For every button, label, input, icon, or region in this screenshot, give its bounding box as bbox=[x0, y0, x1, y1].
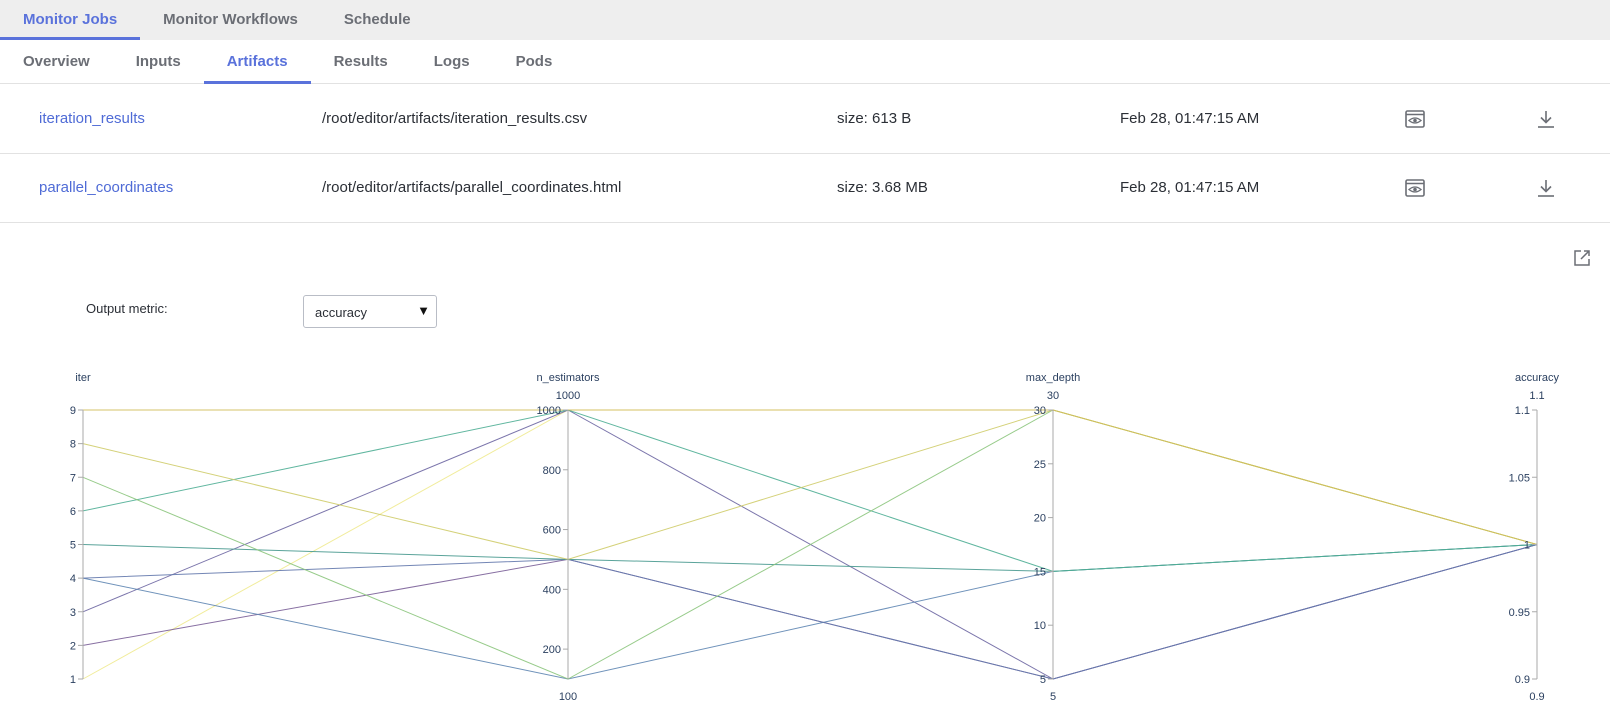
chart-tick-label: 8 bbox=[70, 439, 76, 451]
chart-axis-title: n_estimators bbox=[537, 372, 600, 384]
chart-tick-label: 20 bbox=[1034, 513, 1046, 525]
chart-series-line bbox=[82, 544, 1538, 680]
chart-series-line bbox=[82, 409, 1538, 572]
chart-axis-min-label: 100 bbox=[559, 691, 577, 703]
chevron-down-icon: ▼ bbox=[417, 303, 430, 318]
chart-series-line bbox=[82, 544, 1538, 680]
artifact-date: Feb 28, 01:47:15 AM bbox=[1120, 110, 1260, 127]
artifact-name-link[interactable]: parallel_coordinates bbox=[39, 179, 174, 196]
chart-tick-label: 30 bbox=[1034, 405, 1046, 417]
chart-tick-label: 800 bbox=[543, 465, 561, 477]
chart-tick-label: 200 bbox=[543, 644, 561, 656]
chart-axis-title: max_depth bbox=[1026, 372, 1080, 384]
top-tab-bar: Monitor Jobs Monitor Workflows Schedule bbox=[0, 0, 1610, 40]
chart-series-line bbox=[82, 409, 1538, 680]
tab-inputs[interactable]: Inputs bbox=[135, 53, 181, 70]
chart-axis-title: iter bbox=[75, 372, 91, 384]
output-metric-select[interactable]: accuracy ▼ bbox=[303, 295, 437, 328]
artifact-size: size: 613 B bbox=[837, 110, 912, 127]
tab-results[interactable]: Results bbox=[333, 53, 388, 70]
chart-tick-label: 15 bbox=[1034, 566, 1046, 578]
chart-tick-label: 1000 bbox=[537, 405, 561, 417]
chart-tick-label: 1 bbox=[70, 674, 76, 686]
output-metric-label: Output metric: bbox=[86, 301, 168, 316]
chart-tick-label: 1 bbox=[1524, 540, 1530, 552]
chart-tick-label: 0.9 bbox=[1515, 674, 1530, 686]
artifact-path: /root/editor/artifacts/iteration_results… bbox=[322, 110, 588, 127]
chart-axis-min-label: 0.9 bbox=[1529, 691, 1544, 703]
artifact-path: /root/editor/artifacts/parallel_coordina… bbox=[322, 179, 622, 196]
eye-icon[interactable] bbox=[1404, 109, 1426, 129]
chart-tick-label: 7 bbox=[70, 472, 76, 484]
chart-axis-max-label: 30 bbox=[1047, 390, 1059, 402]
download-icon[interactable] bbox=[1535, 178, 1557, 198]
chart-tick-label: 5 bbox=[70, 540, 76, 552]
tab-overview[interactable]: Overview bbox=[23, 53, 90, 70]
sub-tab-bar: Overview Inputs Artifacts Results Logs P… bbox=[0, 40, 1610, 84]
chart-series-line bbox=[82, 409, 1538, 560]
chart-series-line bbox=[82, 544, 1538, 680]
chart-axis-max-label: 1.1 bbox=[1529, 390, 1544, 402]
tab-schedule[interactable]: Schedule bbox=[343, 11, 411, 28]
chart-axis-min-label: 5 bbox=[1050, 691, 1056, 703]
artifact-row: parallel_coordinates /root/editor/artifa… bbox=[0, 154, 1610, 223]
chart-axis-title: accuracy bbox=[1515, 372, 1560, 384]
tab-monitor-jobs[interactable]: Monitor Jobs bbox=[0, 0, 141, 40]
artifact-size: size: 3.68 MB bbox=[837, 179, 928, 196]
chart-series-line bbox=[83, 409, 1538, 545]
chart-tick-label: 10 bbox=[1034, 620, 1046, 632]
chart-tick-label: 600 bbox=[543, 525, 561, 537]
chart-tick-label: 3 bbox=[70, 607, 76, 619]
chart-tick-label: 1.1 bbox=[1515, 405, 1530, 417]
eye-icon[interactable] bbox=[1404, 178, 1426, 198]
tab-logs[interactable]: Logs bbox=[433, 53, 470, 70]
artifact-date: Feb 28, 01:47:15 AM bbox=[1120, 179, 1260, 196]
chart-tick-label: 400 bbox=[543, 584, 561, 596]
external-link-icon[interactable] bbox=[1572, 248, 1592, 268]
chart-axis-max-label: 1000 bbox=[556, 390, 580, 402]
artifact-row: iteration_results /root/editor/artifacts… bbox=[0, 85, 1610, 154]
parallel-coordinates-chart: iter 1 2 3 4 5 6 7 8 9 n_estimators 1000 100 200 400 60… bbox=[70, 372, 1560, 703]
tab-monitor-workflows[interactable]: Monitor Workflows bbox=[163, 11, 298, 28]
chart-tick-label: 4 bbox=[70, 573, 76, 585]
artifact-name-link[interactable]: iteration_results bbox=[39, 110, 145, 127]
chart-tick-label: 0.95 bbox=[1509, 607, 1530, 619]
download-icon[interactable] bbox=[1535, 109, 1557, 129]
chart-tick-label: 5 bbox=[1040, 674, 1046, 686]
chart-tick-label: 25 bbox=[1034, 459, 1046, 471]
chart-tick-label: 2 bbox=[70, 640, 76, 652]
tab-artifacts[interactable]: Artifacts bbox=[203, 40, 311, 84]
chart-tick-label: 1.05 bbox=[1509, 472, 1530, 484]
chart-tick-label: 6 bbox=[70, 506, 76, 518]
chart-tick-label: 9 bbox=[70, 405, 76, 417]
tab-pods[interactable]: Pods bbox=[515, 53, 553, 70]
output-metric-value: accuracy bbox=[315, 305, 368, 320]
